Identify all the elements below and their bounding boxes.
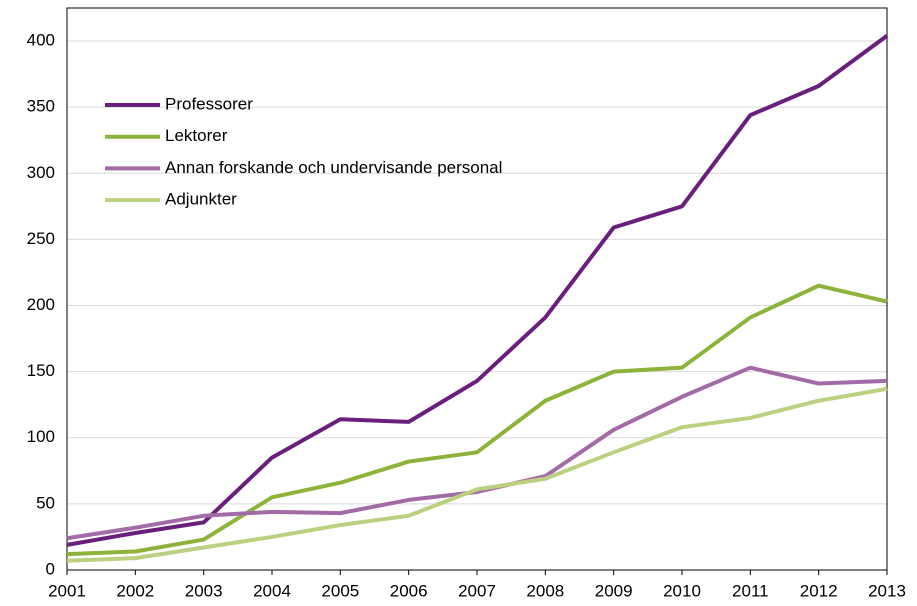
series-line (66, 34, 889, 547)
x-tick-label: 2001 (48, 581, 86, 600)
y-tick-label: 50 (36, 493, 55, 512)
y-tick-label: 250 (27, 229, 55, 248)
y-tick-label: 0 (46, 559, 55, 578)
x-tick-label: 2009 (595, 581, 633, 600)
plot-frame (66, 7, 888, 571)
x-tick-label: 2012 (800, 581, 838, 600)
legend-label: Professorer (165, 94, 253, 113)
series-line (66, 283, 888, 557)
y-tick-label: 350 (27, 97, 55, 116)
y-tick-label: 300 (27, 163, 55, 182)
x-tick-label: 2007 (458, 581, 496, 600)
legend-label: Annan forskande och undervisande persona… (165, 158, 502, 177)
x-tick-label: 2002 (116, 581, 154, 600)
x-tick-label: 2004 (253, 581, 291, 600)
y-tick-label: 100 (27, 427, 55, 446)
x-tick-label: 2006 (390, 581, 428, 600)
series-line (66, 386, 888, 563)
x-tick-label: 2003 (185, 581, 223, 600)
y-tick-label: 400 (27, 31, 55, 50)
y-tick-label: 150 (27, 361, 55, 380)
legend-label: Lektorer (165, 126, 228, 145)
x-tick-label: 2008 (526, 581, 564, 600)
y-tick-label: 200 (27, 295, 55, 314)
legend-label: Adjunkter (165, 190, 237, 209)
x-tick-label: 2013 (868, 581, 906, 600)
x-tick-label: 2010 (663, 581, 701, 600)
series-line (66, 365, 888, 541)
x-tick-label: 2005 (321, 581, 359, 600)
x-tick-label: 2011 (732, 581, 769, 600)
